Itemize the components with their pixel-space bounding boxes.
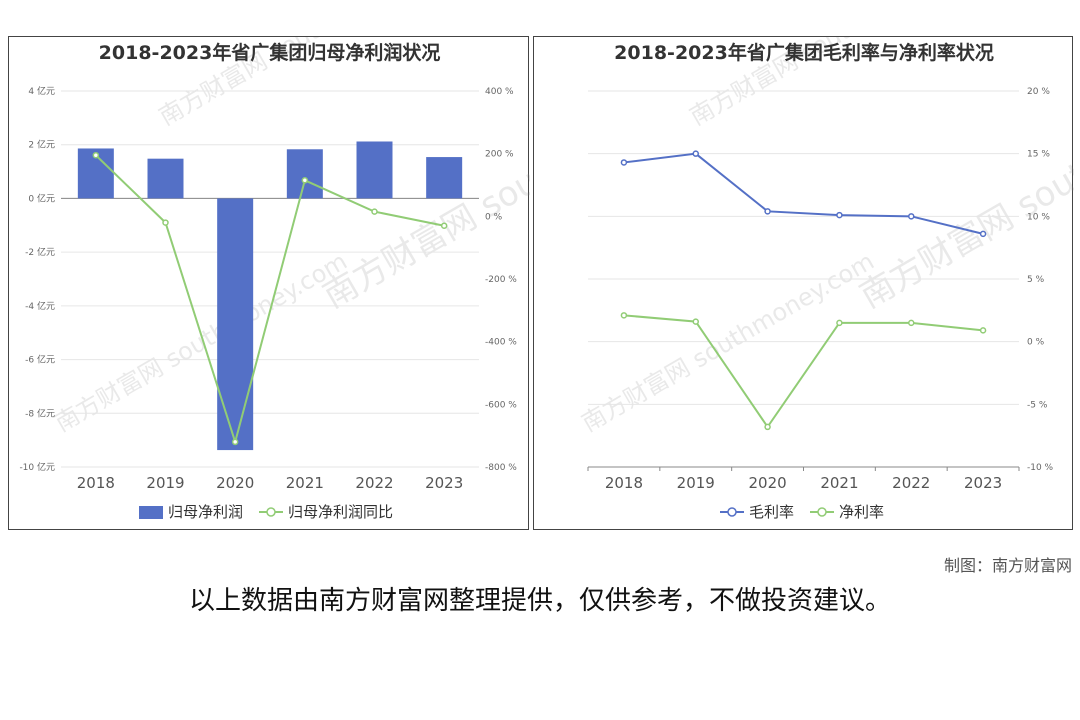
x-tick-label: 2019 [677,474,715,492]
y-left-tick-label: -10 亿元 [19,461,55,473]
y-right-tick-label: -800 % [485,463,517,473]
y-right-tick-label: -200 % [485,275,517,285]
y-right-tick-label: 200 % [485,150,514,160]
series-line-gross-margin [623,152,984,235]
y-left-tick-label: 4 亿元 [28,85,55,97]
point-yoy-2022 [371,208,378,215]
bar-2020 [217,198,254,451]
series-line-yoy [95,154,445,446]
legend-label: 毛利率 [749,503,794,521]
y-left-tick-label: 2 亿元 [28,139,55,151]
point-gross-margin-2020 [764,208,771,215]
y-left-tick-label: -8 亿元 [25,407,55,419]
y-right-tick-label: 0 % [1027,338,1045,348]
x-tick-label: 2019 [146,474,184,492]
disclaimer-text: 以上数据由南方财富网整理提供，仅供参考，不做投资建议。 [188,586,891,616]
point-yoy-2021 [301,177,309,184]
point-yoy-2019 [162,219,169,226]
y-right-tick-label: 0 % [485,212,503,222]
watermark-text: 南方财富网 southmoney.com [577,247,879,437]
x-tick-label: 2023 [964,474,1002,492]
x-tick-label: 2020 [748,474,786,492]
chart-panel-margins: 南方财富网 southmoney.com 南方财富网 southmoney.com… [533,36,1074,530]
series-line-net-margin [623,314,984,429]
x-tick-label: 2022 [892,474,930,492]
chart-credit: 制图：南方财富网 [943,556,1072,575]
legend-label-line: 归母净利润同比 [288,503,393,521]
point-gross-margin-2022 [908,213,915,220]
y-right-tick-label: 20 % [1027,87,1050,97]
x-tick-label: 2020 [216,474,254,492]
legend-label: 净利率 [839,503,884,521]
chart-panel-net-profit: 南方财富网 southmoney.com 南方财富网 southmoney.com… [8,36,530,530]
y-right-tick-label: -400 % [485,338,517,348]
point-net-margin-2019 [692,318,699,325]
point-yoy-2018 [92,151,100,159]
point-net-margin-2021 [836,319,843,327]
chart-title: 2018-2023年省广集团毛利率与净利率状况 [614,41,994,64]
y-right-tick-label: 15 % [1027,150,1050,160]
chart-title: 2018-2023年省广集团归母净利润状况 [99,41,441,64]
y-left-tick-label: -2 亿元 [25,246,55,258]
legend-swatch-bar [139,506,163,519]
y-left-tick-label: -6 亿元 [25,354,55,366]
legend-marker [727,507,737,517]
legend-marker-line [266,507,276,517]
y-right-tick-label: 400 % [485,87,514,97]
point-gross-margin-2018 [620,159,628,166]
y-left-tick-label: 0 亿元 [28,192,55,204]
x-tick-label: 2018 [605,474,643,492]
y-right-tick-label: 10 % [1027,212,1050,222]
y-left-tick-label: -4 亿元 [25,300,55,312]
legend-marker [817,507,827,517]
watermark-text: 南方财富网 southmoney.com [50,247,352,437]
bar-2019 [147,158,184,199]
point-gross-margin-2021 [836,211,843,219]
point-net-margin-2020 [764,423,771,431]
x-tick-label: 2021 [286,474,324,492]
point-net-margin-2023 [979,327,987,334]
x-tick-label: 2021 [820,474,858,492]
y-right-tick-label: -10 % [1027,463,1054,473]
point-net-margin-2018 [620,312,628,319]
y-right-tick-label: -5 % [1027,400,1048,410]
x-tick-label: 2018 [77,474,115,492]
x-tick-label: 2023 [425,474,463,492]
point-gross-margin-2023 [979,230,987,238]
point-yoy-2023 [440,222,448,229]
point-gross-margin-2019 [692,150,699,157]
legend-label-bar: 归母净利润 [168,503,243,521]
y-right-tick-label: -600 % [485,400,517,410]
bar-2022 [356,141,393,199]
bar-2023 [426,157,463,199]
bar-2021 [286,149,323,199]
y-right-tick-label: 5 % [1027,275,1045,285]
point-net-margin-2022 [908,319,915,327]
point-yoy-2020 [231,438,239,446]
x-tick-label: 2022 [355,474,393,492]
